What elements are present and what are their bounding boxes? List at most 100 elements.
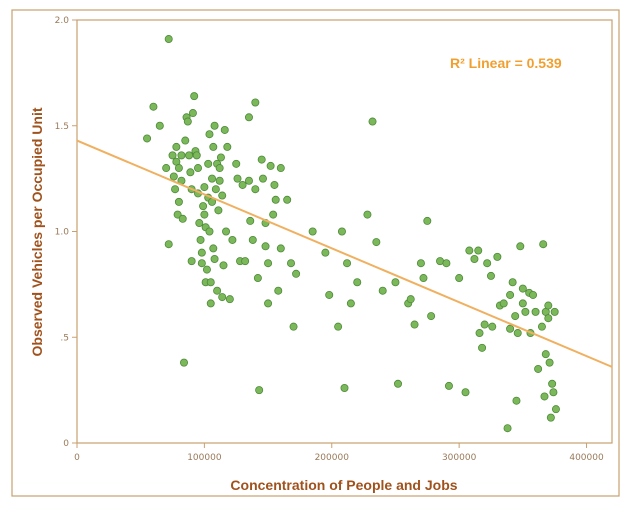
scatter-point — [149, 102, 158, 111]
scatter-point — [343, 259, 352, 268]
scatter-point — [546, 413, 555, 422]
scatter-point — [511, 312, 520, 321]
scatter-point — [177, 151, 186, 160]
x-tick-label: 0 — [74, 453, 80, 463]
x-tick-label: 100000 — [187, 453, 222, 463]
scatter-point — [258, 174, 267, 183]
scatter-point — [516, 242, 525, 251]
scatter-point — [537, 322, 546, 331]
scatter-point — [541, 350, 550, 359]
scatter-point — [248, 235, 257, 244]
scatter-point — [225, 295, 234, 304]
scatter-point — [266, 161, 275, 170]
scatter-point — [210, 254, 219, 263]
x-tick-label: 200000 — [315, 453, 350, 463]
scatter-point — [378, 286, 387, 295]
scatter-point — [544, 314, 553, 323]
scatter-point — [427, 312, 436, 321]
scatter-point — [478, 343, 487, 352]
scatter-point — [276, 244, 285, 253]
scatter-point — [276, 164, 285, 173]
scatter-point — [178, 214, 187, 223]
scatter-point — [529, 290, 538, 299]
r-squared-annotation: R² Linear = 0.539 — [450, 55, 562, 71]
scatter-point — [353, 278, 362, 287]
scatter-point — [321, 248, 330, 257]
scatter-point — [209, 244, 218, 253]
scatter-point — [465, 246, 474, 255]
scatter-point — [174, 197, 183, 206]
scatter-point — [255, 386, 264, 395]
y-tick-label: 2.0 — [55, 16, 70, 26]
scatter-point — [181, 136, 190, 145]
scatter-point — [442, 259, 451, 268]
scatter-point — [228, 235, 237, 244]
scatter-point — [444, 381, 453, 390]
scatter-point — [241, 257, 250, 266]
scatter-point — [271, 195, 280, 204]
scatter-point — [480, 320, 489, 329]
scatter-point — [223, 142, 232, 151]
scatter-point — [210, 121, 219, 130]
scatter-point — [205, 227, 214, 236]
scatter-point — [192, 151, 201, 160]
scatter-point — [251, 185, 260, 194]
scatter-point — [548, 379, 557, 388]
scatter-point — [493, 252, 502, 261]
scatter-point — [215, 164, 224, 173]
scatter-point — [513, 329, 522, 338]
scatter-point — [195, 219, 204, 228]
fit-line — [76, 139, 613, 368]
scatter-point — [550, 307, 559, 316]
scatter-point — [206, 278, 215, 287]
scatter-point — [200, 210, 209, 219]
scatter-point — [206, 299, 215, 308]
y-tick-label: 0 — [63, 439, 69, 449]
scatter-point — [179, 358, 188, 367]
scatter-point — [423, 216, 432, 225]
scatter-point — [169, 172, 178, 181]
scatter-point — [544, 301, 553, 310]
scatter-point — [211, 185, 220, 194]
scatter-point — [164, 35, 173, 44]
scatter-point — [205, 130, 214, 139]
scatter-point — [188, 109, 197, 118]
scatter-point — [204, 159, 213, 168]
scatter-point — [185, 151, 194, 160]
scatter-point — [218, 293, 227, 302]
scatter-point — [215, 176, 224, 185]
scatter-point — [506, 324, 515, 333]
scatter-point — [419, 274, 428, 283]
scatter-point — [534, 364, 543, 373]
scatter-point — [455, 274, 464, 283]
scatter-point — [289, 322, 298, 331]
scatter-point — [521, 307, 530, 316]
scatter-point — [391, 278, 400, 287]
x-tick-label: 300000 — [442, 453, 477, 463]
scatter-point — [274, 286, 283, 295]
scatter-point — [222, 227, 231, 236]
scatter-point — [545, 358, 554, 367]
scatter-point — [244, 113, 253, 122]
scatter-point — [393, 379, 402, 388]
x-axis-title: Concentration of People and Jobs — [230, 477, 457, 493]
y-tick-label: .5 — [60, 333, 69, 343]
scatter-point — [308, 227, 317, 236]
scatter-point — [363, 210, 372, 219]
scatter-point — [183, 117, 192, 126]
scatter-point — [368, 117, 377, 126]
scatter-point — [337, 227, 346, 236]
scatter-point — [172, 142, 181, 151]
scatter-point — [488, 322, 497, 331]
scatter-point — [270, 180, 279, 189]
scatter-point — [143, 134, 152, 143]
scatter-point — [209, 142, 218, 151]
scatter-point — [171, 185, 180, 194]
scatter-point — [499, 299, 508, 308]
scatter-point — [506, 290, 515, 299]
scatter-point — [220, 125, 229, 134]
scatter-point — [257, 155, 266, 164]
scatter-point — [197, 259, 206, 268]
